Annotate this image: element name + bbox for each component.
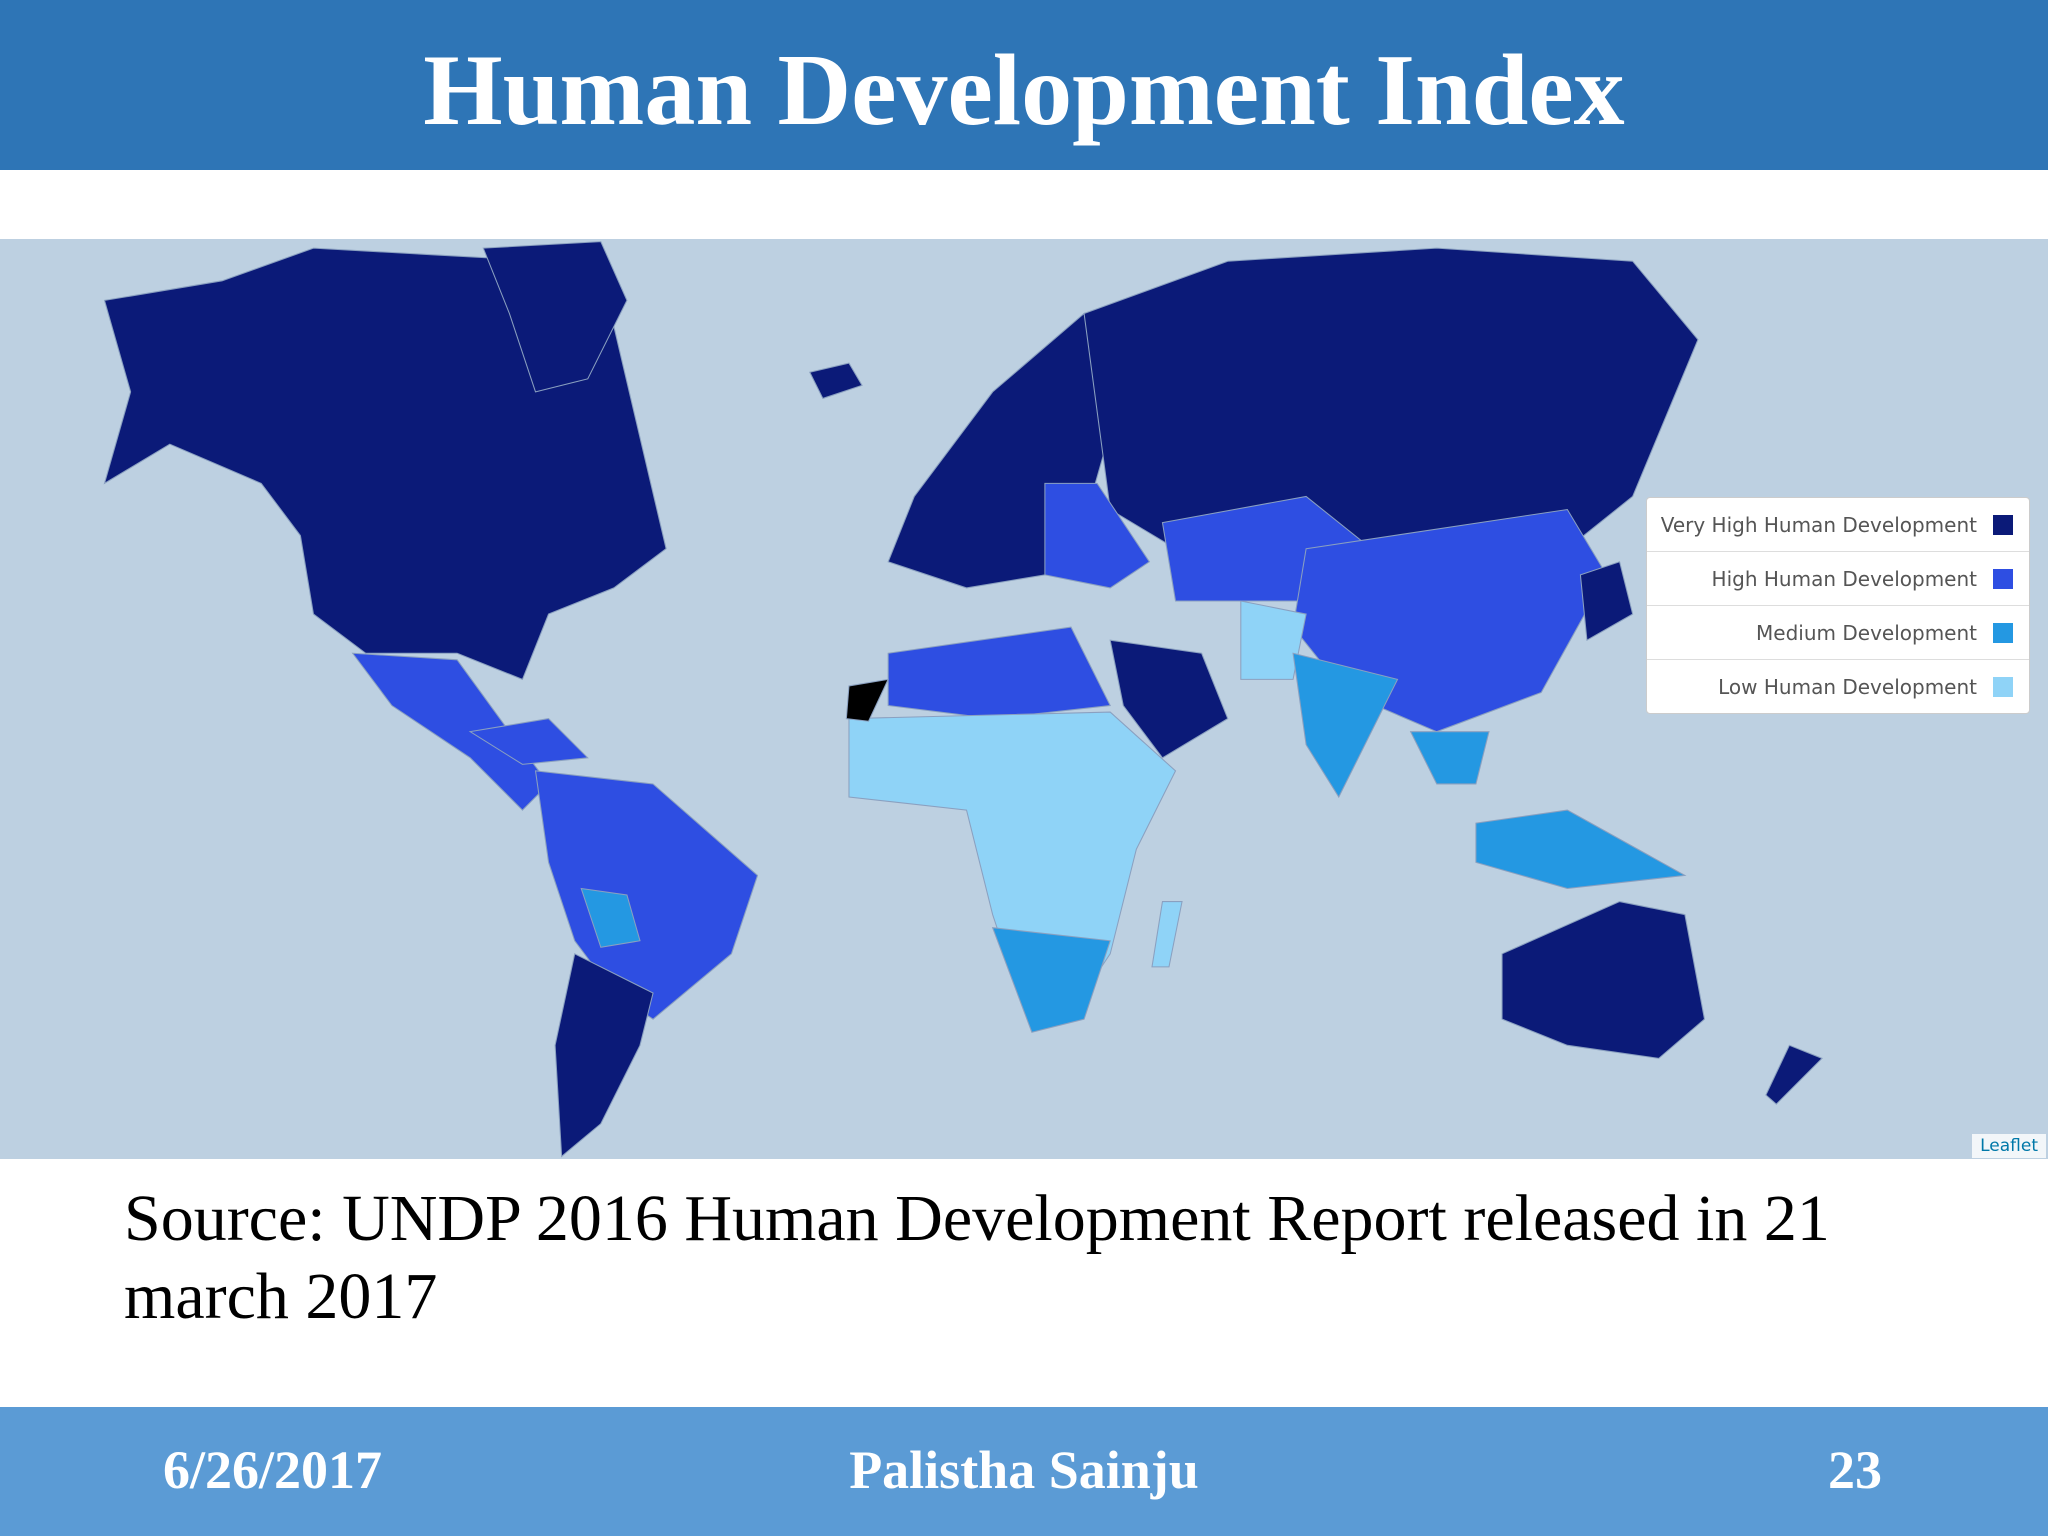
region <box>809 362 863 400</box>
legend-swatch <box>1993 676 2013 697</box>
map-shapes <box>103 241 1823 1158</box>
region <box>580 887 641 948</box>
region <box>1765 1044 1823 1105</box>
legend-item: Low Human Development <box>1647 660 2029 713</box>
legend-swatch <box>1993 622 2013 643</box>
header-band <box>0 0 2048 170</box>
region <box>1475 809 1687 890</box>
region <box>1044 482 1151 589</box>
region <box>1501 901 1706 1059</box>
world-map: Very High Human Development High Human De… <box>0 239 2048 1159</box>
legend: Very High Human Development High Human De… <box>1646 497 2030 714</box>
legend-swatch <box>1993 568 2013 589</box>
legend-item: High Human Development <box>1647 552 2029 606</box>
footer-author: Palistha Sainju <box>849 1440 1199 1500</box>
region <box>482 241 628 393</box>
region <box>351 652 550 811</box>
region <box>887 626 1112 720</box>
legend-item: Very High Human Development <box>1647 498 2029 552</box>
legend-swatch <box>1993 514 2013 535</box>
legend-item: Medium Development <box>1647 606 2029 660</box>
footer-page: 23 <box>1828 1440 1882 1500</box>
footer-band <box>0 1407 2048 1536</box>
region <box>991 927 1111 1033</box>
region <box>534 770 759 1020</box>
region <box>1151 901 1183 968</box>
region <box>554 953 654 1158</box>
legend-label: Low Human Development <box>1718 674 1977 699</box>
legend-label: Medium Development <box>1756 620 1977 645</box>
legend-label: High Human Development <box>1711 566 1977 591</box>
region <box>1109 639 1229 759</box>
region <box>468 718 589 765</box>
region <box>1240 600 1307 680</box>
map-attribution[interactable]: Leaflet <box>1972 1134 2046 1158</box>
region <box>1083 247 1699 550</box>
footer-date: 6/26/2017 <box>163 1440 383 1500</box>
region <box>1409 731 1490 785</box>
region <box>845 678 890 722</box>
legend-label: Very High Human Development <box>1660 512 1977 537</box>
slide-title: Human Development Index <box>423 34 1625 147</box>
region <box>1579 561 1634 642</box>
source-text: Source: UNDP 2016 Human Development Repo… <box>124 1182 1830 1333</box>
region <box>1292 652 1399 799</box>
